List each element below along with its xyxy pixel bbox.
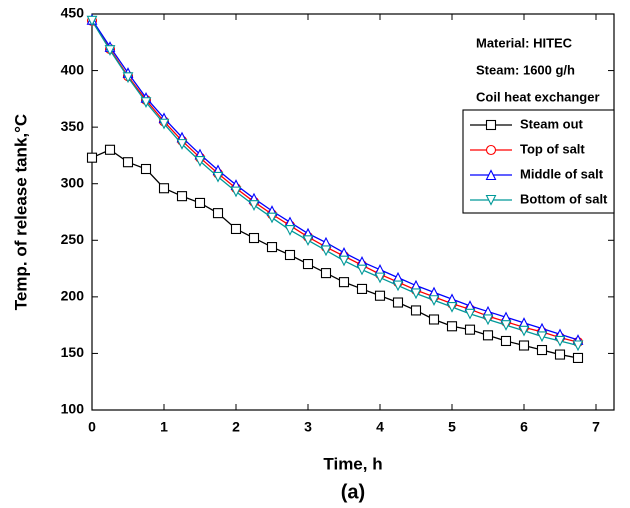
marker bbox=[518, 325, 530, 337]
marker bbox=[320, 268, 332, 279]
annotation: Material: HITEC bbox=[476, 35, 573, 50]
marker bbox=[284, 225, 296, 236]
marker bbox=[302, 258, 314, 270]
marker bbox=[122, 72, 134, 84]
marker bbox=[392, 297, 404, 308]
marker bbox=[230, 186, 242, 198]
marker bbox=[230, 223, 242, 235]
y-tick-label: 400 bbox=[61, 61, 85, 77]
x-tick-label: 2 bbox=[232, 419, 240, 435]
marker bbox=[428, 314, 440, 325]
x-tick-label: 3 bbox=[304, 419, 312, 435]
legend-label: Steam out bbox=[520, 116, 584, 131]
marker bbox=[140, 97, 152, 108]
marker bbox=[158, 118, 170, 130]
marker bbox=[500, 335, 512, 347]
marker bbox=[158, 183, 170, 194]
marker bbox=[410, 288, 422, 300]
legend-label: Top of salt bbox=[520, 141, 585, 156]
y-tick-label: 300 bbox=[61, 174, 85, 190]
x-tick-label: 7 bbox=[592, 419, 600, 435]
marker bbox=[374, 290, 386, 301]
marker bbox=[338, 277, 350, 288]
marker bbox=[194, 197, 206, 208]
caption: (a) bbox=[341, 481, 365, 503]
marker bbox=[176, 139, 188, 150]
marker bbox=[446, 321, 458, 332]
legend-marker bbox=[485, 169, 497, 181]
y-tick-label: 100 bbox=[61, 401, 85, 417]
legend-label: Bottom of salt bbox=[520, 191, 608, 206]
series-line bbox=[91, 20, 579, 347]
marker bbox=[572, 352, 584, 364]
marker bbox=[194, 156, 206, 167]
marker bbox=[266, 212, 278, 224]
marker bbox=[356, 283, 368, 294]
marker bbox=[302, 235, 314, 247]
marker bbox=[482, 330, 494, 341]
y-tick-label: 250 bbox=[61, 231, 85, 247]
marker bbox=[536, 331, 548, 343]
x-tick-label: 4 bbox=[376, 419, 384, 435]
marker bbox=[518, 340, 530, 351]
x-tick-label: 1 bbox=[160, 419, 168, 435]
y-tick-label: 350 bbox=[61, 118, 85, 134]
marker bbox=[248, 232, 260, 244]
y-tick-label: 450 bbox=[61, 5, 85, 21]
marker bbox=[140, 163, 152, 175]
annotation: Coil heat exchanger bbox=[476, 89, 600, 104]
y-tick-label: 150 bbox=[61, 344, 85, 360]
legend-marker bbox=[485, 119, 497, 131]
marker bbox=[464, 324, 476, 335]
legend-marker bbox=[485, 194, 497, 206]
marker bbox=[500, 320, 512, 331]
marker bbox=[266, 242, 278, 253]
marker bbox=[212, 171, 224, 183]
marker bbox=[122, 157, 134, 168]
marker bbox=[428, 295, 440, 306]
marker bbox=[86, 15, 98, 27]
marker bbox=[176, 191, 188, 202]
series-line bbox=[91, 149, 579, 359]
legend-label: Middle of salt bbox=[520, 166, 604, 181]
x-tick-label: 5 bbox=[448, 419, 456, 435]
marker bbox=[338, 255, 350, 267]
x-tick-label: 0 bbox=[88, 419, 96, 435]
x-axis-label: Time, h bbox=[323, 454, 382, 473]
marker bbox=[356, 264, 368, 276]
series-line bbox=[91, 20, 579, 343]
y-axis-label: Temp. of release tank,°C bbox=[11, 114, 30, 310]
marker bbox=[392, 280, 404, 292]
y-tick-label: 200 bbox=[61, 288, 85, 304]
marker bbox=[482, 314, 494, 326]
marker bbox=[554, 349, 566, 360]
annotation: Steam: 1600 g/h bbox=[476, 62, 575, 77]
marker bbox=[212, 208, 224, 219]
marker bbox=[86, 152, 98, 163]
marker bbox=[104, 45, 116, 56]
marker bbox=[446, 301, 458, 313]
marker bbox=[248, 200, 260, 211]
marker bbox=[572, 340, 584, 352]
marker bbox=[536, 344, 548, 356]
marker bbox=[374, 272, 386, 284]
marker bbox=[320, 245, 332, 257]
marker bbox=[464, 308, 476, 320]
marker bbox=[554, 335, 566, 347]
x-tick-label: 6 bbox=[520, 419, 528, 435]
marker bbox=[284, 249, 296, 261]
marker bbox=[104, 144, 116, 155]
series-line bbox=[91, 19, 579, 341]
legend-marker bbox=[485, 144, 497, 156]
marker bbox=[410, 305, 422, 316]
